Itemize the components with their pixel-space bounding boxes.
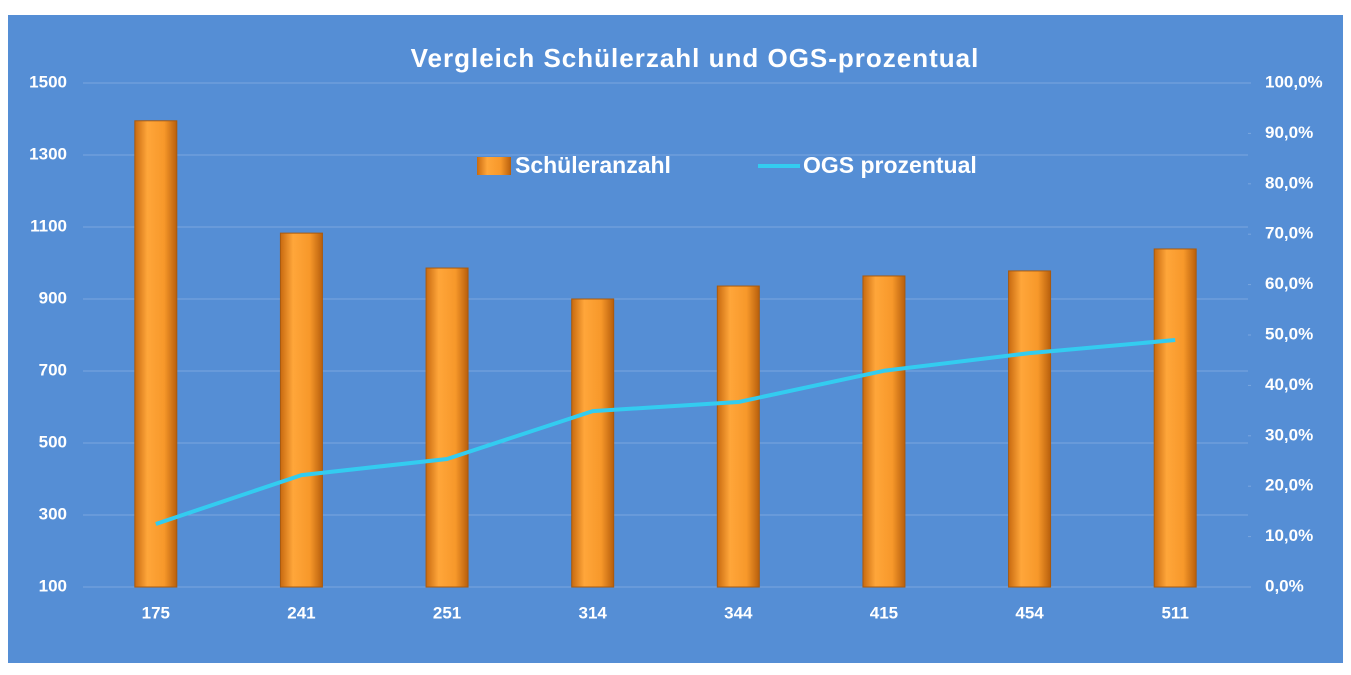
y2-tick-label: 40,0% bbox=[1265, 375, 1313, 394]
y2-tick-label: 70,0% bbox=[1265, 224, 1313, 243]
y2-tick-label: 10,0% bbox=[1265, 526, 1313, 545]
x-tick-label: 175 bbox=[142, 603, 170, 622]
y2-tick-label: 30,0% bbox=[1265, 425, 1313, 444]
y2-tick-label: 80,0% bbox=[1265, 173, 1313, 192]
x-tick-label: 415 bbox=[870, 603, 898, 622]
x-tick-label: 314 bbox=[579, 603, 608, 622]
y-tick-label: 700 bbox=[39, 360, 67, 379]
chart-background bbox=[8, 15, 1343, 663]
y-tick-label: 900 bbox=[39, 288, 67, 307]
legend-label: OGS prozentual bbox=[803, 152, 977, 178]
y2-tick-label: 100,0% bbox=[1265, 72, 1323, 91]
x-tick-label: 511 bbox=[1161, 603, 1188, 622]
y2-tick-label: 60,0% bbox=[1265, 274, 1313, 293]
x-tick-label: 454 bbox=[1015, 603, 1044, 622]
y-tick-label: 1500 bbox=[29, 72, 67, 91]
y2-tick-label: 20,0% bbox=[1265, 476, 1313, 495]
bar bbox=[1153, 248, 1197, 588]
x-tick-label: 344 bbox=[724, 603, 753, 622]
bar bbox=[1008, 270, 1052, 588]
legend-swatch bbox=[477, 157, 511, 175]
bar bbox=[862, 275, 906, 588]
bar bbox=[134, 120, 178, 588]
legend-label: Schüleranzahl bbox=[515, 152, 671, 178]
x-tick-label: 241 bbox=[287, 603, 315, 622]
y-tick-label: 300 bbox=[39, 504, 67, 523]
y2-tick-label: 0,0% bbox=[1265, 576, 1304, 595]
y-tick-label: 1300 bbox=[29, 144, 67, 163]
y-tick-label: 100 bbox=[39, 576, 67, 595]
y2-tick-label: 50,0% bbox=[1265, 324, 1313, 343]
bar bbox=[279, 232, 323, 588]
bar bbox=[425, 267, 469, 588]
chart-title: Vergleich Schülerzahl und OGS-prozentual bbox=[411, 43, 980, 73]
y-tick-label: 500 bbox=[39, 432, 67, 451]
y2-tick-label: 90,0% bbox=[1265, 123, 1313, 142]
x-tick-label: 251 bbox=[433, 603, 461, 622]
line bbox=[155, 338, 1176, 526]
bar bbox=[716, 285, 760, 588]
bar bbox=[571, 298, 615, 588]
y-tick-label: 1100 bbox=[30, 216, 67, 235]
